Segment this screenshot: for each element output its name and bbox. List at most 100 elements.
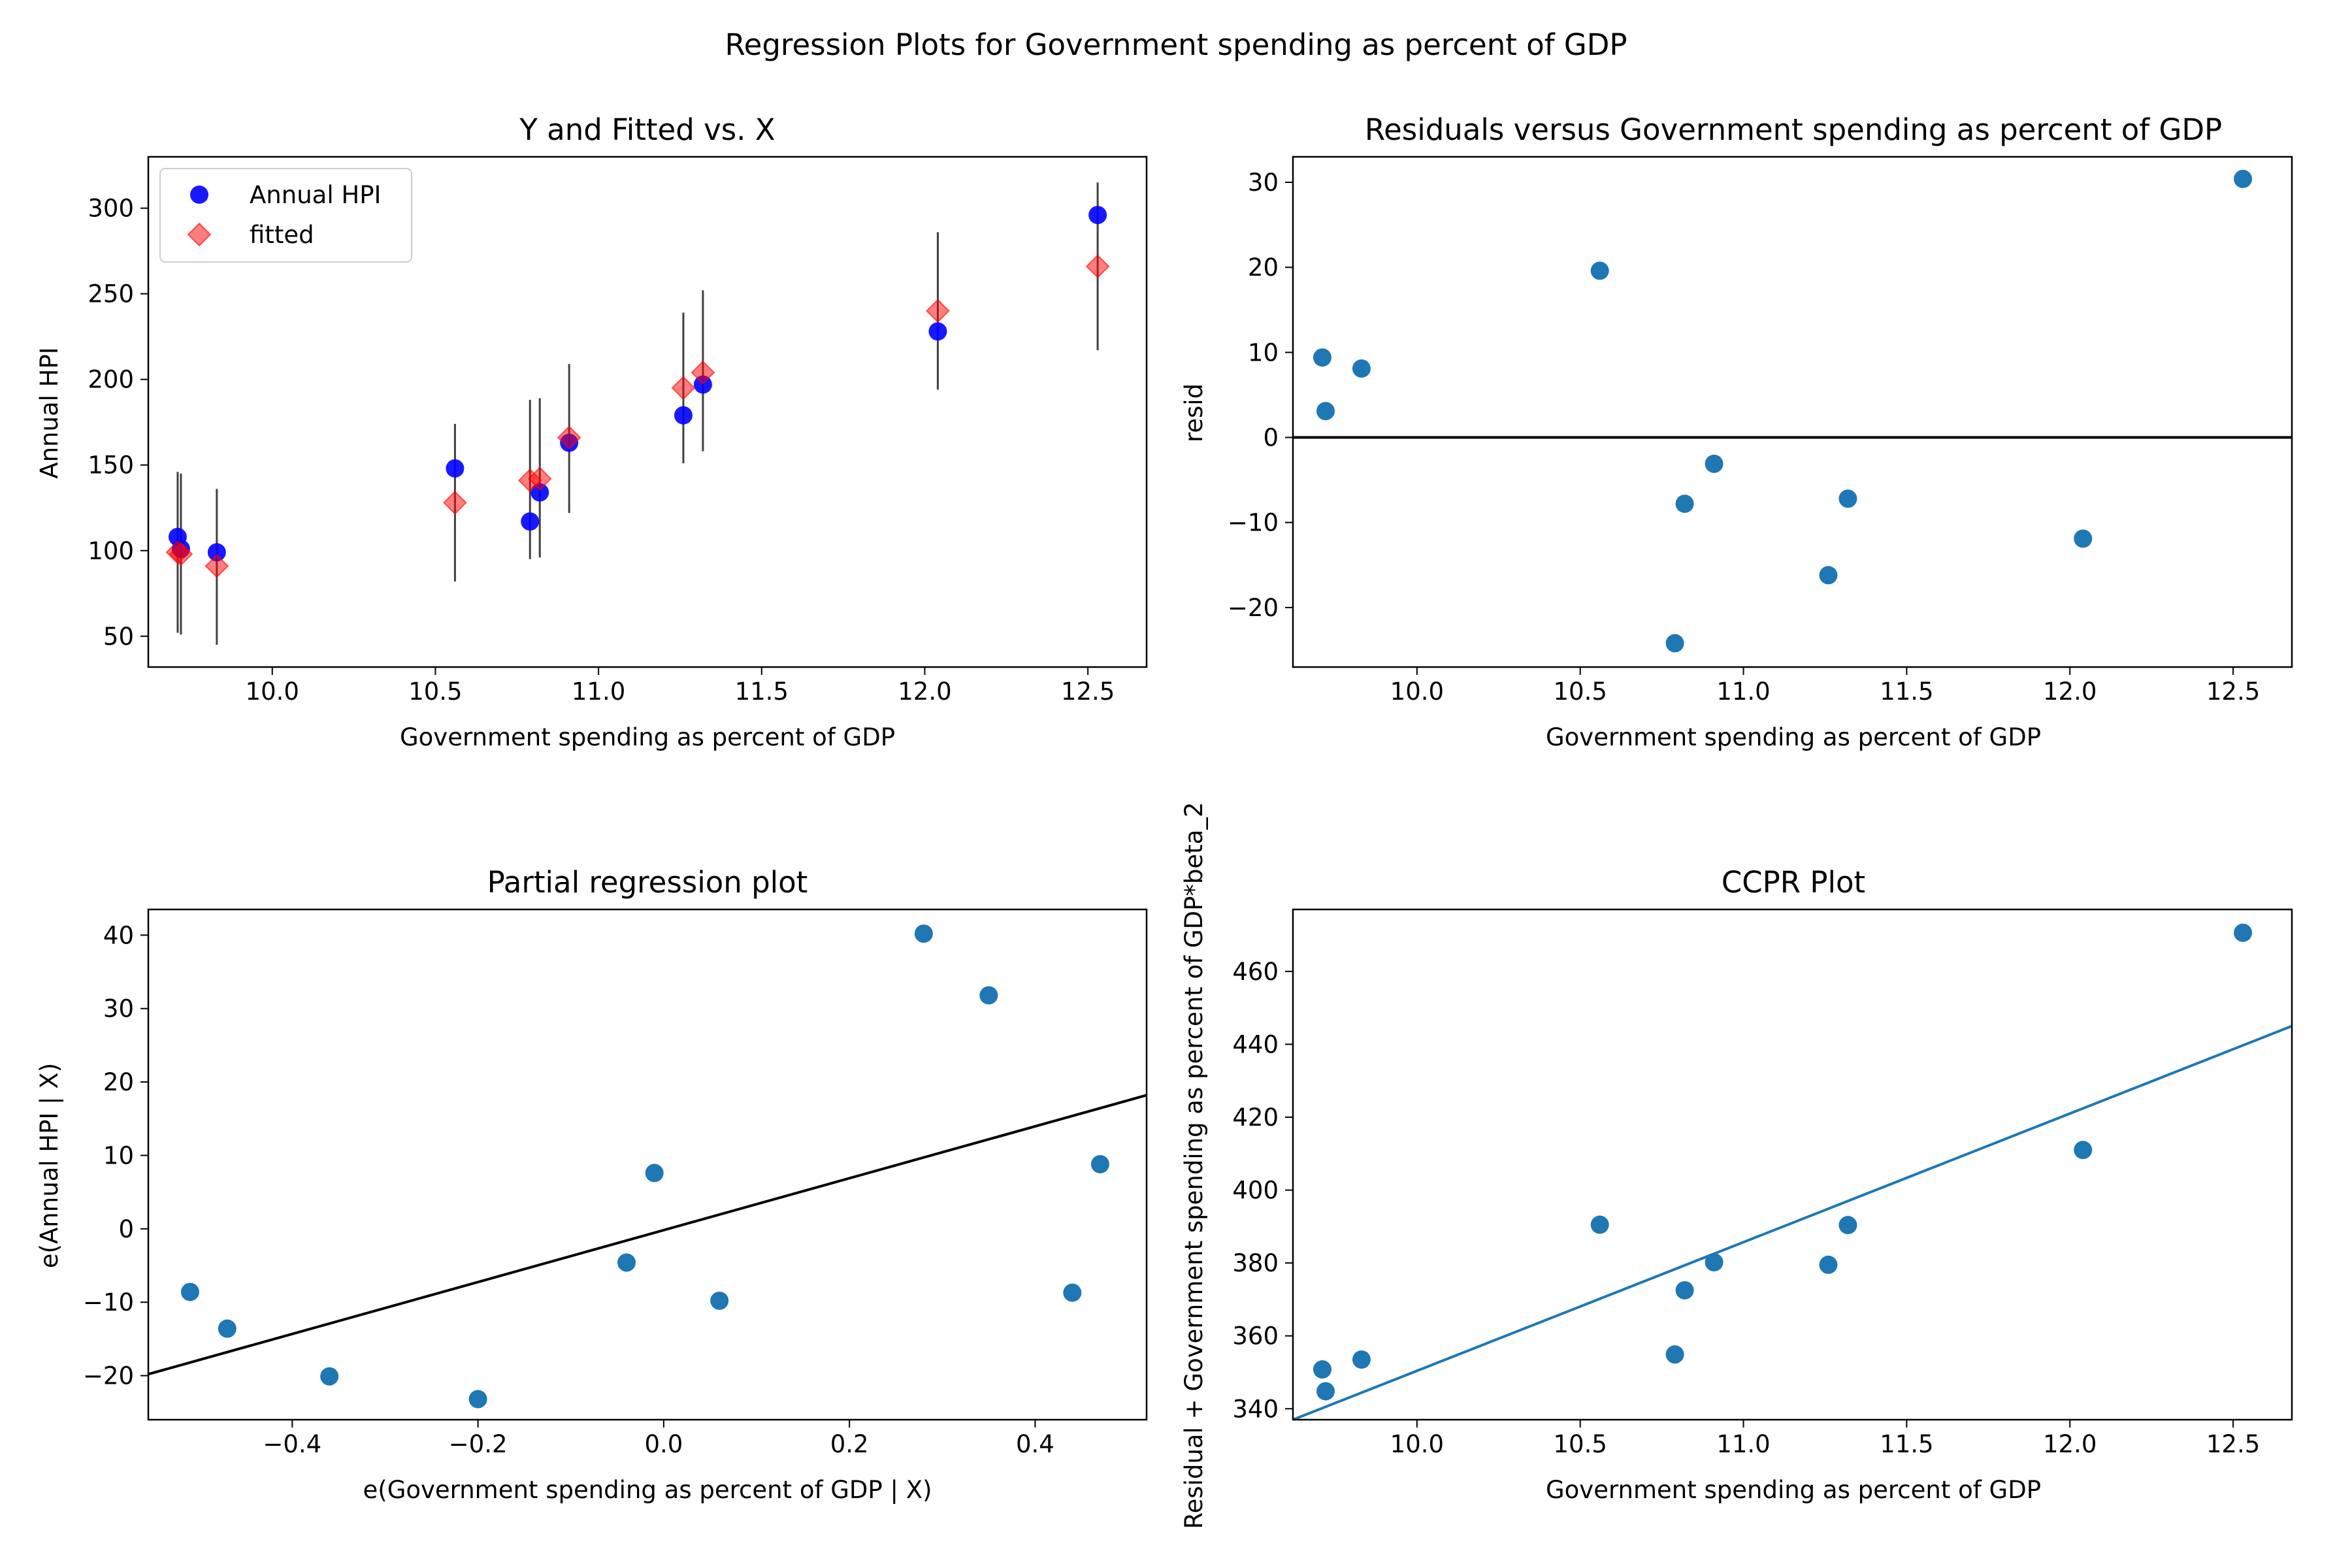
resid-point xyxy=(2234,169,2253,188)
ccpr-y-tick-label: 400 xyxy=(1232,1177,1279,1205)
ccpr-panel: CCPR Plot Government spending as percent… xyxy=(1180,802,2293,1529)
ccpr-x-axis-label: Government spending as percent of GDP xyxy=(1546,1476,2041,1504)
partreg-point xyxy=(218,1319,237,1338)
actual-point xyxy=(521,512,540,531)
ccpr-point xyxy=(1316,1382,1335,1401)
ccpr-point xyxy=(1665,1345,1684,1364)
ccpr-x-tick-label: 11.5 xyxy=(1880,1430,1933,1458)
ccpr-title: CCPR Plot xyxy=(1722,865,1865,900)
legend-actual-label: Annual HPI xyxy=(250,181,381,209)
ccpr-y-tick-label: 440 xyxy=(1232,1030,1279,1058)
ccpr-y-axis-label: Residual + Government spending as percen… xyxy=(1180,802,1208,1529)
actual-point xyxy=(1088,206,1107,225)
actual-point xyxy=(674,406,693,425)
partreg-y-tick-label: 10 xyxy=(103,1141,134,1169)
fit-y-tick-label: 100 xyxy=(88,537,134,565)
fit-y-tick-label: 250 xyxy=(88,280,134,308)
resid-point xyxy=(1675,495,1694,514)
fit-x-tick-label: 12.5 xyxy=(1061,678,1115,706)
resid-x-axis-label: Government spending as percent of GDP xyxy=(1546,723,2041,751)
fit-y-tick-label: 300 xyxy=(88,195,134,223)
resid-y-tick-label: 30 xyxy=(1248,169,1279,197)
ccpr-x-tick-label: 10.0 xyxy=(1390,1430,1444,1458)
figure-suptitle: Regression Plots for Government spending… xyxy=(725,27,1627,62)
fit-axes-frame xyxy=(147,155,1148,668)
ccpr-axes-frame xyxy=(1292,908,2293,1421)
actual-point xyxy=(207,543,226,562)
actual-point xyxy=(928,322,947,341)
fit-x-tick-label: 10.0 xyxy=(246,678,299,706)
fit-panel: Y and Fitted vs. X Government spending a… xyxy=(35,112,1148,751)
fit-x-tick-label: 11.0 xyxy=(572,678,625,706)
partreg-x-axis-label: e(Government spending as percent of GDP … xyxy=(363,1476,932,1504)
fit-title: Y and Fitted vs. X xyxy=(519,112,775,147)
partreg-y-tick-label: 20 xyxy=(103,1068,134,1096)
partreg-y-tick-label: 40 xyxy=(103,921,134,949)
resid-point xyxy=(1352,359,1371,378)
partreg-y-tick-label: −10 xyxy=(83,1288,134,1316)
resid-x-tick-label: 11.0 xyxy=(1716,678,1770,706)
fit-x-axis-label: Government spending as percent of GDP xyxy=(400,723,895,751)
fitted-point xyxy=(557,425,581,450)
fit-legend-frame xyxy=(159,168,412,263)
partreg-point xyxy=(710,1291,729,1310)
resid-title: Residuals versus Government spending as … xyxy=(1365,112,2222,147)
resid-point xyxy=(1665,634,1684,653)
resid-y-tick-label: 20 xyxy=(1248,253,1279,282)
partreg-point xyxy=(1063,1283,1082,1302)
partreg-point xyxy=(180,1282,199,1301)
fit-x-tick-label: 12.0 xyxy=(898,678,951,706)
ccpr-x-tick-label: 10.5 xyxy=(1554,1430,1607,1458)
ccpr-x-tick-label: 11.0 xyxy=(1716,1430,1770,1458)
resid-x-tick-label: 12.0 xyxy=(2043,678,2097,706)
resid-plot-area xyxy=(1293,169,2292,653)
fitted-point xyxy=(169,542,193,566)
partreg-y-axis-label: e(Annual HPI | X) xyxy=(35,1063,63,1268)
partreg-panel: Partial regression plot e(Government spe… xyxy=(35,865,1148,1504)
ccpr-point xyxy=(2234,923,2253,942)
fit-plot-area xyxy=(165,182,1110,645)
resid-point xyxy=(1313,348,1331,367)
partreg-x-tick-label: 0.2 xyxy=(830,1430,869,1458)
ccpr-point xyxy=(1352,1350,1371,1369)
resid-y-tick-label: 10 xyxy=(1248,338,1279,367)
ccpr-point xyxy=(1313,1360,1331,1379)
ccpr-y-tick-label: 360 xyxy=(1232,1322,1279,1350)
fit-y-axis-label: Annual HPI xyxy=(35,347,63,478)
ccpr-point xyxy=(2074,1141,2093,1160)
fit-x-tick-label: 10.5 xyxy=(408,678,462,706)
fit-y-tick-label: 200 xyxy=(88,366,134,394)
ccpr-point xyxy=(1838,1216,1857,1235)
resid-x-tick-label: 10.0 xyxy=(1390,678,1444,706)
resid-point xyxy=(1705,454,1723,473)
resid-y-tick-label: 0 xyxy=(1263,424,1279,452)
partreg-point xyxy=(1090,1154,1109,1173)
partreg-plot-area xyxy=(148,924,1147,1409)
ccpr-point xyxy=(1590,1215,1609,1234)
actual-point xyxy=(446,459,465,478)
legend-actual-marker xyxy=(190,186,208,204)
partreg-title: Partial regression plot xyxy=(487,865,808,900)
resid-y-axis-label: resid xyxy=(1180,384,1208,442)
partreg-x-tick-label: 0.0 xyxy=(644,1430,683,1458)
fit-legend: Annual HPI fitted xyxy=(159,168,412,263)
fitted-point xyxy=(926,299,950,323)
fit-x-tick-label: 11.5 xyxy=(735,678,789,706)
partreg-x-tick-label: −0.4 xyxy=(263,1430,321,1458)
legend-fitted-label: fitted xyxy=(250,221,314,249)
resid-y-tick-label: −10 xyxy=(1228,509,1279,537)
ccpr-y-tick-label: 460 xyxy=(1232,958,1279,986)
resid-x-tick-label: 11.5 xyxy=(1880,678,1933,706)
resid-point xyxy=(1838,489,1857,508)
partreg-x-tick-label: 0.4 xyxy=(1016,1430,1054,1458)
fit-y-tick-label: 150 xyxy=(88,451,134,480)
ccpr-point xyxy=(1819,1255,1838,1274)
partreg-point xyxy=(320,1367,339,1386)
partreg-y-tick-label: 30 xyxy=(103,995,134,1023)
legend-fitted-marker xyxy=(187,222,212,247)
resid-y-tick-label: −20 xyxy=(1228,594,1279,622)
ccpr-y-tick-label: 340 xyxy=(1232,1395,1279,1423)
ccpr-plot-area xyxy=(1293,923,2292,1420)
resid-x-tick-label: 10.5 xyxy=(1554,678,1607,706)
